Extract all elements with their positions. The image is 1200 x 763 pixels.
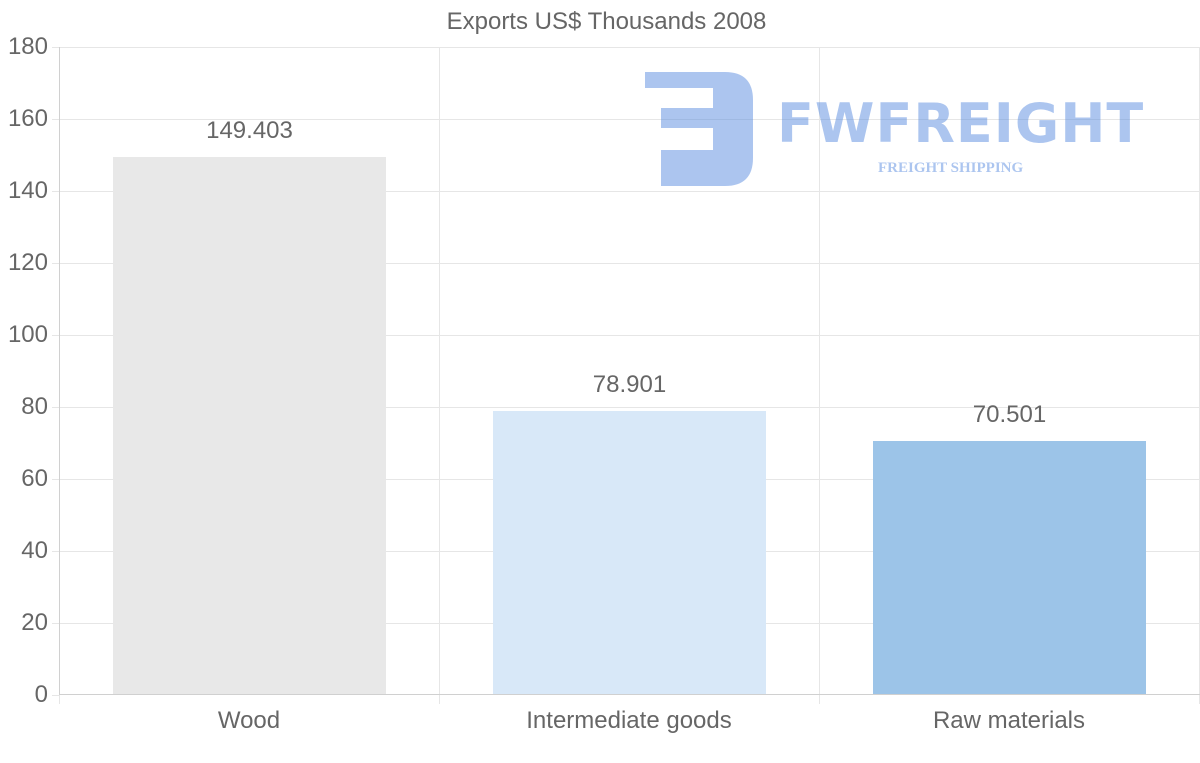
ytick-label: 100 xyxy=(7,321,48,348)
value-label-intermediate-goods: 78.901 xyxy=(592,371,667,398)
bar-wood[interactable] xyxy=(113,157,386,695)
gridline-80 xyxy=(59,407,1200,408)
ytick-mark xyxy=(52,47,59,48)
ytick-label: 120 xyxy=(7,249,48,276)
ytick-mark xyxy=(52,335,59,336)
gridline-120 xyxy=(59,263,1200,264)
ytick-label: 0 xyxy=(34,681,48,708)
vgridline-1 xyxy=(439,47,440,695)
value-label-wood: 149.403 xyxy=(206,117,293,144)
ytick-label: 160 xyxy=(7,105,48,132)
xtick-mark xyxy=(819,695,820,704)
ytick-mark xyxy=(52,191,59,192)
x-label-wood: Wood xyxy=(217,707,281,734)
xtick-mark xyxy=(439,695,440,704)
ytick-mark xyxy=(52,623,59,624)
xtick-mark xyxy=(59,695,60,704)
bar-intermediate-goods[interactable] xyxy=(493,411,766,695)
ytick-mark xyxy=(52,479,59,480)
fwfreight-watermark: FWFREIGHT FREIGHT SHIPPING xyxy=(645,72,1155,188)
watermark-tagline: FREIGHT SHIPPING xyxy=(878,160,1024,176)
x-axis-line xyxy=(59,694,1200,695)
gridline-160 xyxy=(59,119,1200,120)
gridline-180 xyxy=(59,47,1200,48)
x-label-raw-materials: Raw materials xyxy=(932,707,1086,734)
ytick-mark xyxy=(52,119,59,120)
x-label-intermediate-goods: Intermediate goods xyxy=(526,707,732,734)
ytick-mark xyxy=(52,407,59,408)
ytick-mark xyxy=(52,263,59,264)
ytick-mark xyxy=(52,551,59,552)
ytick-mark xyxy=(52,695,59,696)
gridline-140 xyxy=(59,191,1200,192)
fwfreight-logo-icon xyxy=(645,72,753,186)
ytick-label: 80 xyxy=(21,393,48,420)
bar-raw-materials[interactable] xyxy=(873,441,1146,695)
value-label-raw-materials: 70.501 xyxy=(972,401,1047,428)
y-axis-line xyxy=(59,47,60,695)
ytick-label: 20 xyxy=(21,609,48,636)
chart-title: Exports US$ Thousands 2008 xyxy=(446,8,767,35)
ytick-label: 60 xyxy=(21,465,48,492)
vgridline-2 xyxy=(819,47,820,695)
gridline-100 xyxy=(59,335,1200,336)
watermark-brand: FWFREIGHT xyxy=(777,92,1145,155)
ytick-label: 40 xyxy=(21,537,48,564)
ytick-label: 180 xyxy=(7,33,48,60)
ytick-label: 140 xyxy=(7,177,48,204)
